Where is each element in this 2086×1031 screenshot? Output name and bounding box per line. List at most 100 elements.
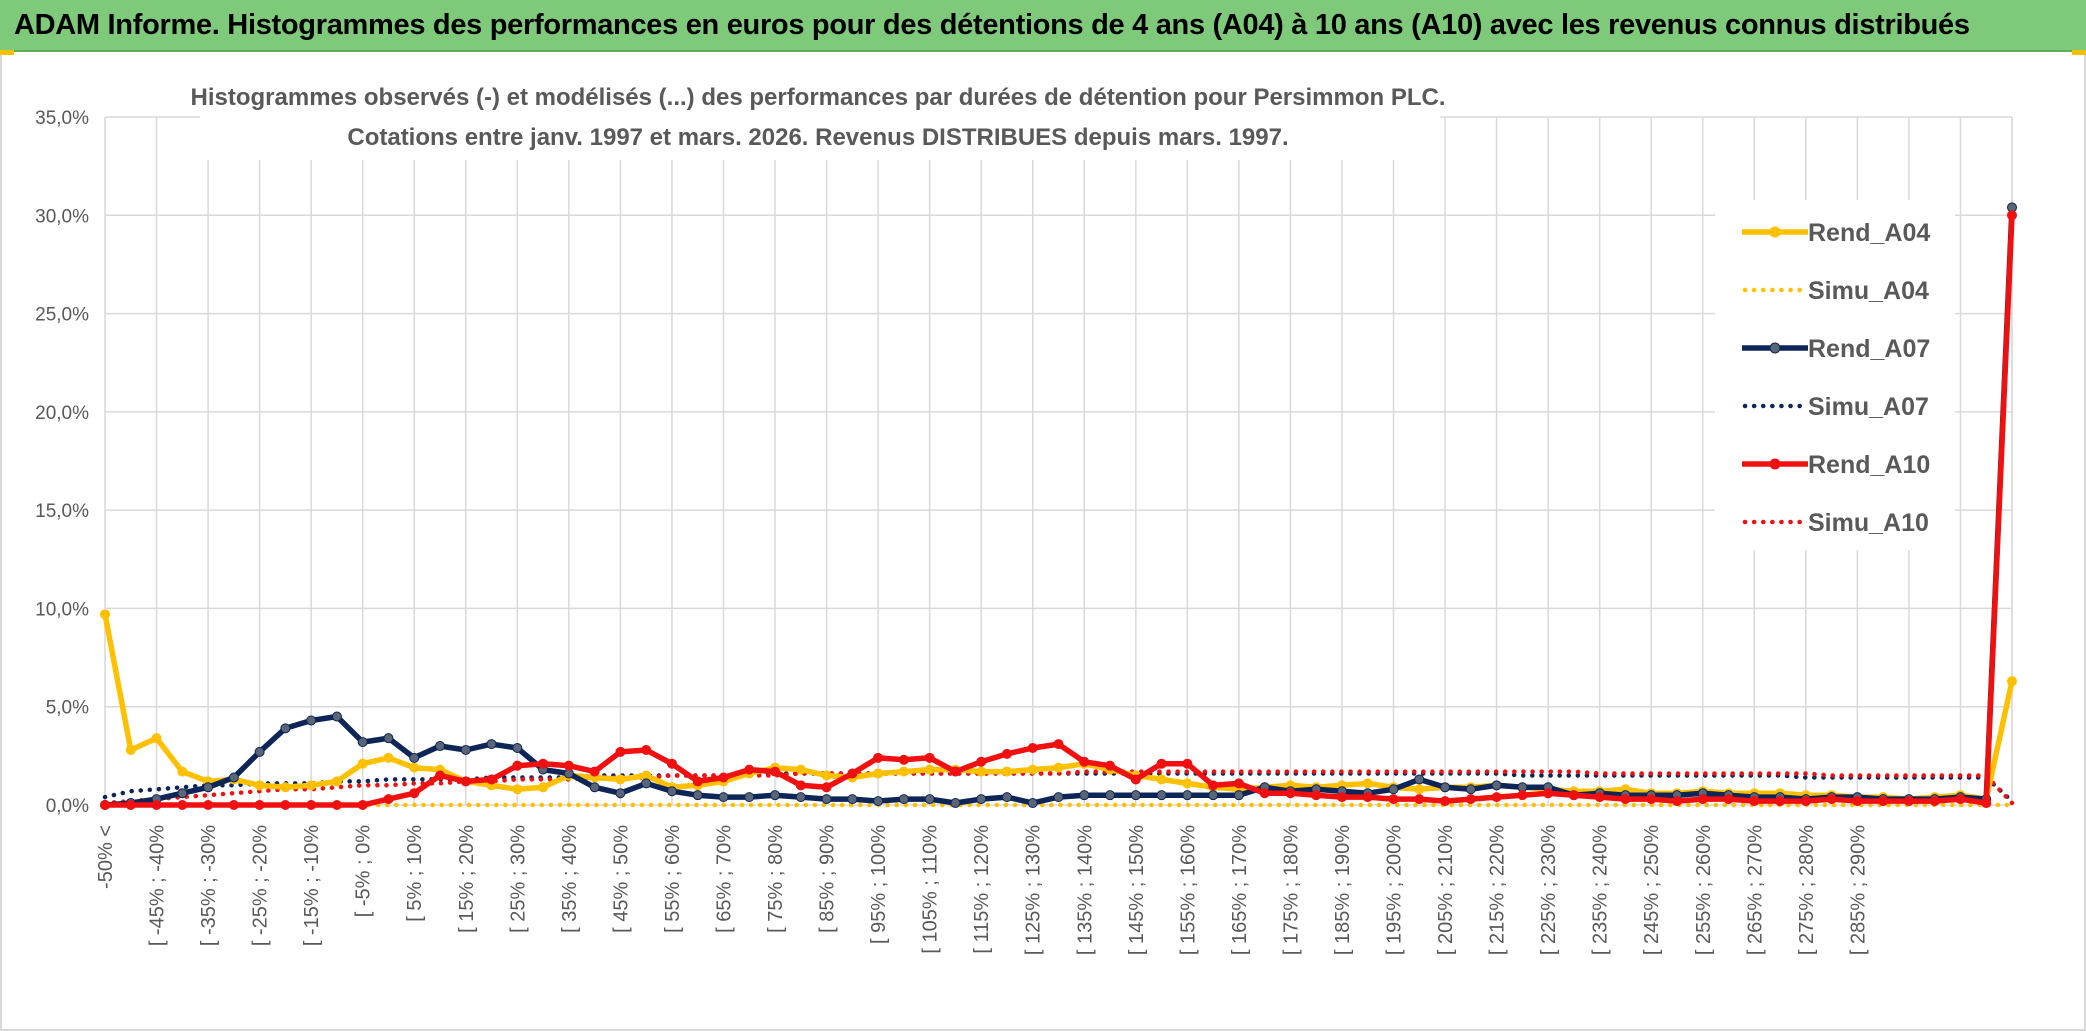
y-tick-label: 25,0% [35,305,89,326]
data-point-Rend_A10 [1336,792,1347,803]
x-tick-label: [ 45% ; 50% [610,825,632,933]
x-tick-label: [ -5% ; 0% [353,825,375,917]
data-point-Rend_A07 [1465,784,1476,795]
data-point-Rend_A04 [1027,764,1038,775]
series-line-Simu_A10 [102,769,2015,806]
data-point-Rend_A10 [795,780,806,791]
data-point-Rend_A10 [1568,790,1579,801]
data-point-Rend_A07 [177,788,188,799]
data-point-Rend_A10 [512,760,523,771]
x-tick-label: [ 145% ; 150% [1126,825,1148,955]
data-point-Rend_A04 [821,770,832,781]
grid-lines [104,116,2013,806]
x-tick-label: [ -25% ; -20% [250,825,272,946]
data-point-Rend_A10 [177,800,188,810]
legend-item-Rend_A04: Rend_A04 [1742,219,1930,247]
data-point-Rend_A10 [615,746,626,757]
data-point-Rend_A10 [1981,798,1992,809]
x-tick-label: [ -15% ; -10% [301,825,323,946]
series-layer [100,202,2017,810]
data-point-Rend_A10 [770,766,781,777]
data-point-Rend_A10 [718,772,729,783]
legend-item-Simu_A04: Simu_A04 [1742,277,1929,305]
x-tick-label: [ 255% ; 260% [1693,825,1715,955]
x-tick-label: [ 175% ; 180% [1280,825,1302,955]
data-point-Rend_A10 [1285,788,1296,799]
data-point-Rend_A10 [1414,794,1425,805]
data-point-Rend_A10 [1027,742,1038,753]
data-point-Rend_A10 [1182,758,1193,769]
data-point-Rend_A04 [2007,676,2017,687]
data-point-Rend_A07 [666,786,677,797]
data-point-Rend_A07 [1027,798,1038,809]
data-point-Rend_A10 [1775,796,1786,807]
y-tick-label: 15,0% [35,501,89,522]
data-point-Rend_A07 [383,733,394,744]
data-point-Rend_A07 [1388,784,1399,795]
y-tick-label: 10,0% [35,599,89,620]
x-tick-label: [ 15% ; 20% [456,825,478,933]
data-point-Rend_A10 [1105,760,1116,771]
y-tick-label: 5,0% [46,698,89,719]
data-point-Rend_A07 [1233,790,1244,801]
data-point-Rend_A10 [460,776,471,787]
x-tick-label: [ 75% ; 80% [765,825,787,933]
series-Simu_A10 [102,769,2015,806]
data-point-Rend_A04 [100,609,110,620]
y-tick-label: 35,0% [35,108,89,129]
data-point-Rend_A07 [331,711,342,722]
x-tick-label: [ 55% ; 60% [662,825,684,933]
x-tick-label: [ 235% ; 240% [1590,825,1612,955]
data-point-Rend_A07 [976,794,987,805]
data-point-Rend_A10 [1259,788,1270,799]
data-point-Rend_A10 [125,800,136,810]
data-point-Rend_A07 [1491,780,1502,791]
x-tick-label: [ 195% ; 200% [1384,825,1406,955]
data-point-Rend_A10 [1826,794,1837,805]
data-point-Rend_A10 [1671,796,1682,807]
data-point-Rend_A10 [589,766,600,777]
data-point-Rend_A07 [1156,790,1167,801]
data-point-Rend_A10 [228,800,239,810]
data-point-Rend_A10 [151,800,162,810]
data-point-Rend_A07 [486,739,497,750]
data-point-Rend_A10 [280,800,291,810]
data-point-Rend_A10 [1929,796,1940,807]
data-point-Rend_A10 [1388,794,1399,805]
x-tick-label: [ 125% ; 130% [1023,825,1045,955]
data-point-Rend_A10 [1800,796,1811,807]
data-point-Rend_A10 [1749,796,1760,807]
data-point-Rend_A10 [100,800,110,810]
data-point-Rend_A10 [383,794,394,805]
chart-title-box: Histogrammes observés (-) et modélisés (… [191,74,1446,160]
x-tick-label: [ 5% ; 10% [404,825,426,922]
data-point-Rend_A10 [847,768,858,779]
data-point-Rend_A07 [460,744,471,755]
data-point-Rend_A10 [1079,756,1090,767]
legend-marker [1769,226,1781,238]
x-tick-label: [ 245% ; 250% [1641,825,1663,955]
legend-item-Rend_A07: Rend_A07 [1742,335,1930,363]
data-point-Rend_A10 [1955,794,1966,805]
data-point-Rend_A07 [924,794,935,805]
data-point-Rend_A10 [538,758,549,769]
data-point-Rend_A07 [873,796,884,807]
x-tick-label: [ 265% ; 270% [1744,825,1766,955]
data-point-Rend_A10 [1697,794,1708,805]
data-point-Rend_A04 [383,752,394,763]
data-point-Rend_A10 [409,788,420,799]
data-point-Rend_A10 [1233,778,1244,789]
data-point-Rend_A07 [898,794,909,805]
data-point-Rend_A04 [795,764,806,775]
data-point-Rend_A07 [306,715,317,726]
data-point-Rend_A04 [306,780,317,791]
data-point-Rend_A04 [924,764,935,775]
legend-label: Simu_A04 [1808,277,1929,305]
data-point-Rend_A10 [203,800,214,810]
data-point-Rend_A04 [615,774,626,785]
data-point-Rend_A10 [898,754,909,765]
legend-label: Simu_A07 [1808,393,1929,421]
data-point-Rend_A04 [177,766,188,777]
data-point-Rend_A10 [1517,790,1528,801]
